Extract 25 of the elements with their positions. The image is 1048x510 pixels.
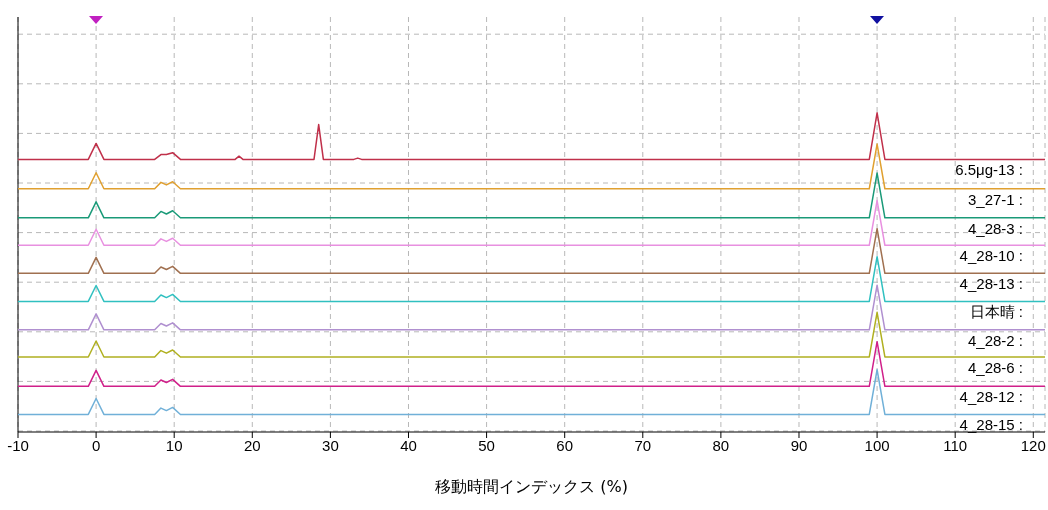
x-tick-label: -10 <box>7 436 29 454</box>
x-axis-title: 移動時間インデックス (%) <box>435 477 628 496</box>
x-tick-label: 110 <box>943 436 968 454</box>
x-tick-label: 80 <box>712 436 730 454</box>
series-label: 6.5μg-13 : <box>955 161 1023 179</box>
series-label: 4_28-3 : <box>967 219 1023 237</box>
x-tick-label: 20 <box>243 436 261 454</box>
x-tick-label: 90 <box>790 436 808 454</box>
series-label: 4_28-13 : <box>959 275 1023 293</box>
series-label: 3_27-1 : <box>967 190 1023 208</box>
x-tick-label: 100 <box>864 436 890 454</box>
x-tick-label: 120 <box>1020 436 1046 454</box>
x-tick-label: 0 <box>91 436 101 454</box>
series-label: 4_28-12 : <box>959 388 1023 406</box>
series-label: 4_28-2 : <box>967 331 1023 349</box>
x-tick-label: 70 <box>634 436 652 454</box>
x-tick-label: 40 <box>400 436 417 454</box>
x-tick-label: 60 <box>556 436 574 454</box>
x-tick-label: 10 <box>165 436 183 454</box>
series-label: 4_28-15 : <box>959 416 1023 434</box>
series-label: 4_28-10 : <box>959 247 1023 265</box>
series-label: 4_28-6 : <box>967 358 1023 376</box>
x-tick-label: 50 <box>478 436 495 454</box>
series-label: 日本晴 : <box>969 303 1023 321</box>
x-tick-label: 30 <box>322 436 339 454</box>
